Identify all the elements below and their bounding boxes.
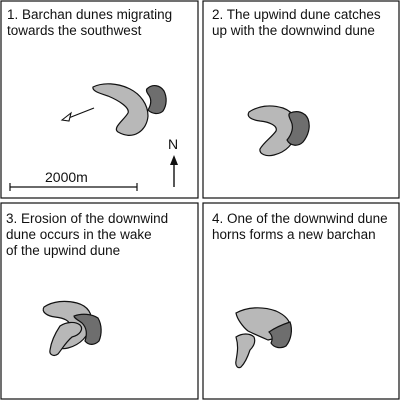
panel-4-caption: 4. One of the downwind dune horns forms … <box>212 211 388 243</box>
panel-2-frame <box>202 0 400 199</box>
panel-3-caption: 3. Erosion of the downwind dune occurs i… <box>6 211 168 259</box>
north-arrow-head <box>170 155 178 165</box>
panel-1-frame <box>0 0 199 199</box>
panel-2-upwind-dune <box>247 105 298 157</box>
panel-1-caption-line-1: 1. Barchan dunes migrating <box>7 7 173 22</box>
panel-2-caption: 2. The upwind dune catches up with the d… <box>212 7 381 39</box>
panel-4-caption-line-2: horns forms a new barchan <box>212 227 376 242</box>
panel-3-detached-horn <box>49 321 83 356</box>
panel-1-caption-line-2: towards the southwest <box>7 23 142 38</box>
north-label: N <box>168 136 179 152</box>
panel-4-frame <box>202 202 400 400</box>
panel-1-downwind-dune <box>145 85 167 115</box>
panel-2-caption-line-2: up with the downwind dune <box>212 23 375 38</box>
panel-1-upwind-dune <box>92 83 149 136</box>
panel-3-caption-line-2: dune occurs in the wake <box>6 227 152 242</box>
panel-2-caption-line-1: 2. The upwind dune catches <box>212 7 381 22</box>
panel-4-caption-line-1: 4. One of the downwind dune <box>212 211 388 226</box>
panel-3-frame <box>0 202 199 400</box>
scale-bar-label: 2000m <box>45 169 88 185</box>
panel-2-downwind-dune <box>286 111 310 146</box>
panel-3-caption-line-1: 3. Erosion of the downwind <box>6 211 169 226</box>
panel-4-downwind-dune <box>268 321 292 349</box>
panel-1-caption: 1. Barchan dunes migrating towards the s… <box>7 7 172 39</box>
panel-3-caption-line-3: of the upwind dune <box>6 243 121 258</box>
migration-direction-arrow <box>65 107 95 120</box>
panel-4-new-barchan <box>235 333 256 369</box>
migration-arrowhead <box>60 111 72 122</box>
panel-3-downwind-dune <box>73 313 102 345</box>
